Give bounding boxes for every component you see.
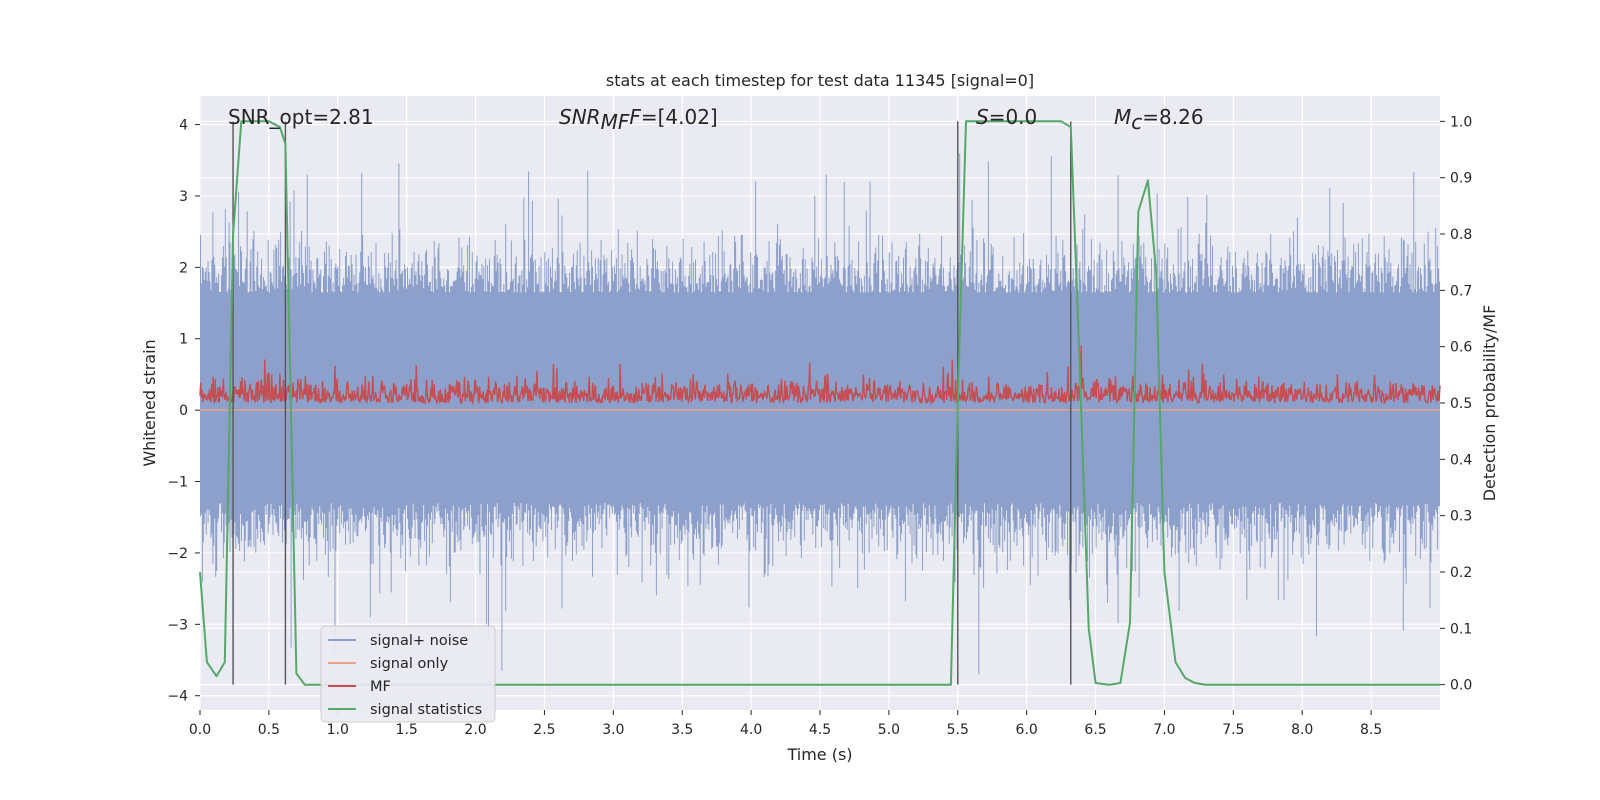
signal-statistics-trace <box>199 120 1440 686</box>
y-axis-ticks: 4 3 2 1 0 −1 −2 −3 −4 <box>167 118 200 705</box>
y2-tick-label: 0.9 <box>1450 171 1472 187</box>
mf-series <box>199 345 1441 406</box>
y-tick-label: 4 <box>179 118 188 134</box>
mf-trace <box>199 345 1441 406</box>
legend-box <box>320 625 496 723</box>
s-rest: =0.0 <box>989 105 1038 129</box>
y-tick-label: −4 <box>167 689 188 705</box>
mc-rest: =8.26 <box>1142 105 1203 129</box>
x-tick-label: 2.5 <box>533 722 555 738</box>
x-tick-label: 6.0 <box>1016 722 1038 738</box>
x-tick-label: 0.0 <box>189 722 211 738</box>
x-tick-label: 1.0 <box>327 722 349 738</box>
y2-tick-label: 0.0 <box>1450 678 1472 694</box>
s-annotation: S=0.0 <box>976 105 1037 129</box>
snr-mf-rest-italic: F <box>629 105 641 129</box>
y-tick-label: 0 <box>179 403 188 419</box>
y-tick-label: 1 <box>179 332 188 348</box>
snr-mf-main: SNR <box>559 105 601 129</box>
annotations: SNR_opt=2.81 SNRMFF=[4.02] S=0.0 Mc=8.26 <box>228 105 1204 134</box>
y2-axis-ticks: 1.0 0.9 0.8 0.7 0.6 0.5 0.4 0.3 0.2 0.1 0.0 <box>1440 114 1472 694</box>
x-tick-label: 7.5 <box>1222 722 1244 738</box>
x-tick-label: 3.5 <box>671 722 693 738</box>
y2-tick-label: 0.5 <box>1450 396 1472 412</box>
x-tick-label: 4.5 <box>809 722 831 738</box>
signal-statistics-series <box>199 120 1440 686</box>
x-axis-label: Time (s) <box>786 745 852 764</box>
legend-label-signal-noise: signal+ noise <box>370 633 468 649</box>
y-axis-label: Whitened strain <box>140 339 159 466</box>
legend-label-mf: MF <box>370 679 391 695</box>
s-main: S <box>976 105 989 129</box>
y-tick-label: −1 <box>167 475 188 491</box>
y-tick-label: −2 <box>167 546 188 562</box>
x-tick-label: 5.0 <box>878 722 900 738</box>
y2-axis-label: Detection probability/MF <box>1480 305 1499 502</box>
snr-opt-annotation: SNR_opt=2.81 <box>228 105 374 129</box>
snr-mf-annotation: SNRMFF=[4.02] <box>559 105 718 134</box>
x-tick-label: 5.5 <box>947 722 969 738</box>
y2-tick-label: 0.1 <box>1450 621 1472 637</box>
x-tick-label: 0.5 <box>258 722 280 738</box>
mc-annotation: Mc=8.26 <box>1114 105 1204 134</box>
x-tick-label: 4.0 <box>740 722 762 738</box>
vertical-markers <box>232 121 1072 685</box>
y2-tick-label: 0.3 <box>1450 509 1472 525</box>
x-tick-label: 1.5 <box>396 722 418 738</box>
x-axis-ticks: 0.0 0.5 1.0 1.5 2.0 2.5 3.0 3.5 4.0 4.5 5.0 5.5 6.0 6… <box>189 710 1382 738</box>
y2-tick-label: 1.0 <box>1450 114 1472 130</box>
legend-label-signal-only: signal only <box>370 656 449 672</box>
y-tick-label: −3 <box>167 617 188 633</box>
snr-mf-sub: MF <box>601 110 630 134</box>
y-tick-label: 3 <box>179 189 188 205</box>
y2-tick-label: 0.2 <box>1450 565 1472 581</box>
snr-mf-rest: =[4.02] <box>641 105 718 129</box>
y2-tick-label: 0.4 <box>1450 452 1472 468</box>
x-tick-label: 3.0 <box>602 722 624 738</box>
y2-tick-label: 0.6 <box>1450 340 1472 356</box>
y-tick-label: 2 <box>179 260 188 276</box>
x-tick-label: 7.0 <box>1153 722 1175 738</box>
y2-tick-label: 0.8 <box>1450 227 1472 243</box>
mc-sub: c <box>1131 110 1142 134</box>
x-tick-label: 2.0 <box>464 722 486 738</box>
y2-tick-label: 0.7 <box>1450 283 1472 299</box>
x-tick-label: 8.5 <box>1360 722 1382 738</box>
legend-label-signal-statistics: signal statistics <box>370 702 482 718</box>
legend: signal+ noise signal only MF signal stat… <box>320 625 496 723</box>
mc-main: M <box>1114 105 1131 129</box>
x-tick-label: 8.0 <box>1291 722 1313 738</box>
x-tick-label: 6.5 <box>1084 722 1106 738</box>
chart-title: stats at each timestep for test data 113… <box>606 71 1034 90</box>
